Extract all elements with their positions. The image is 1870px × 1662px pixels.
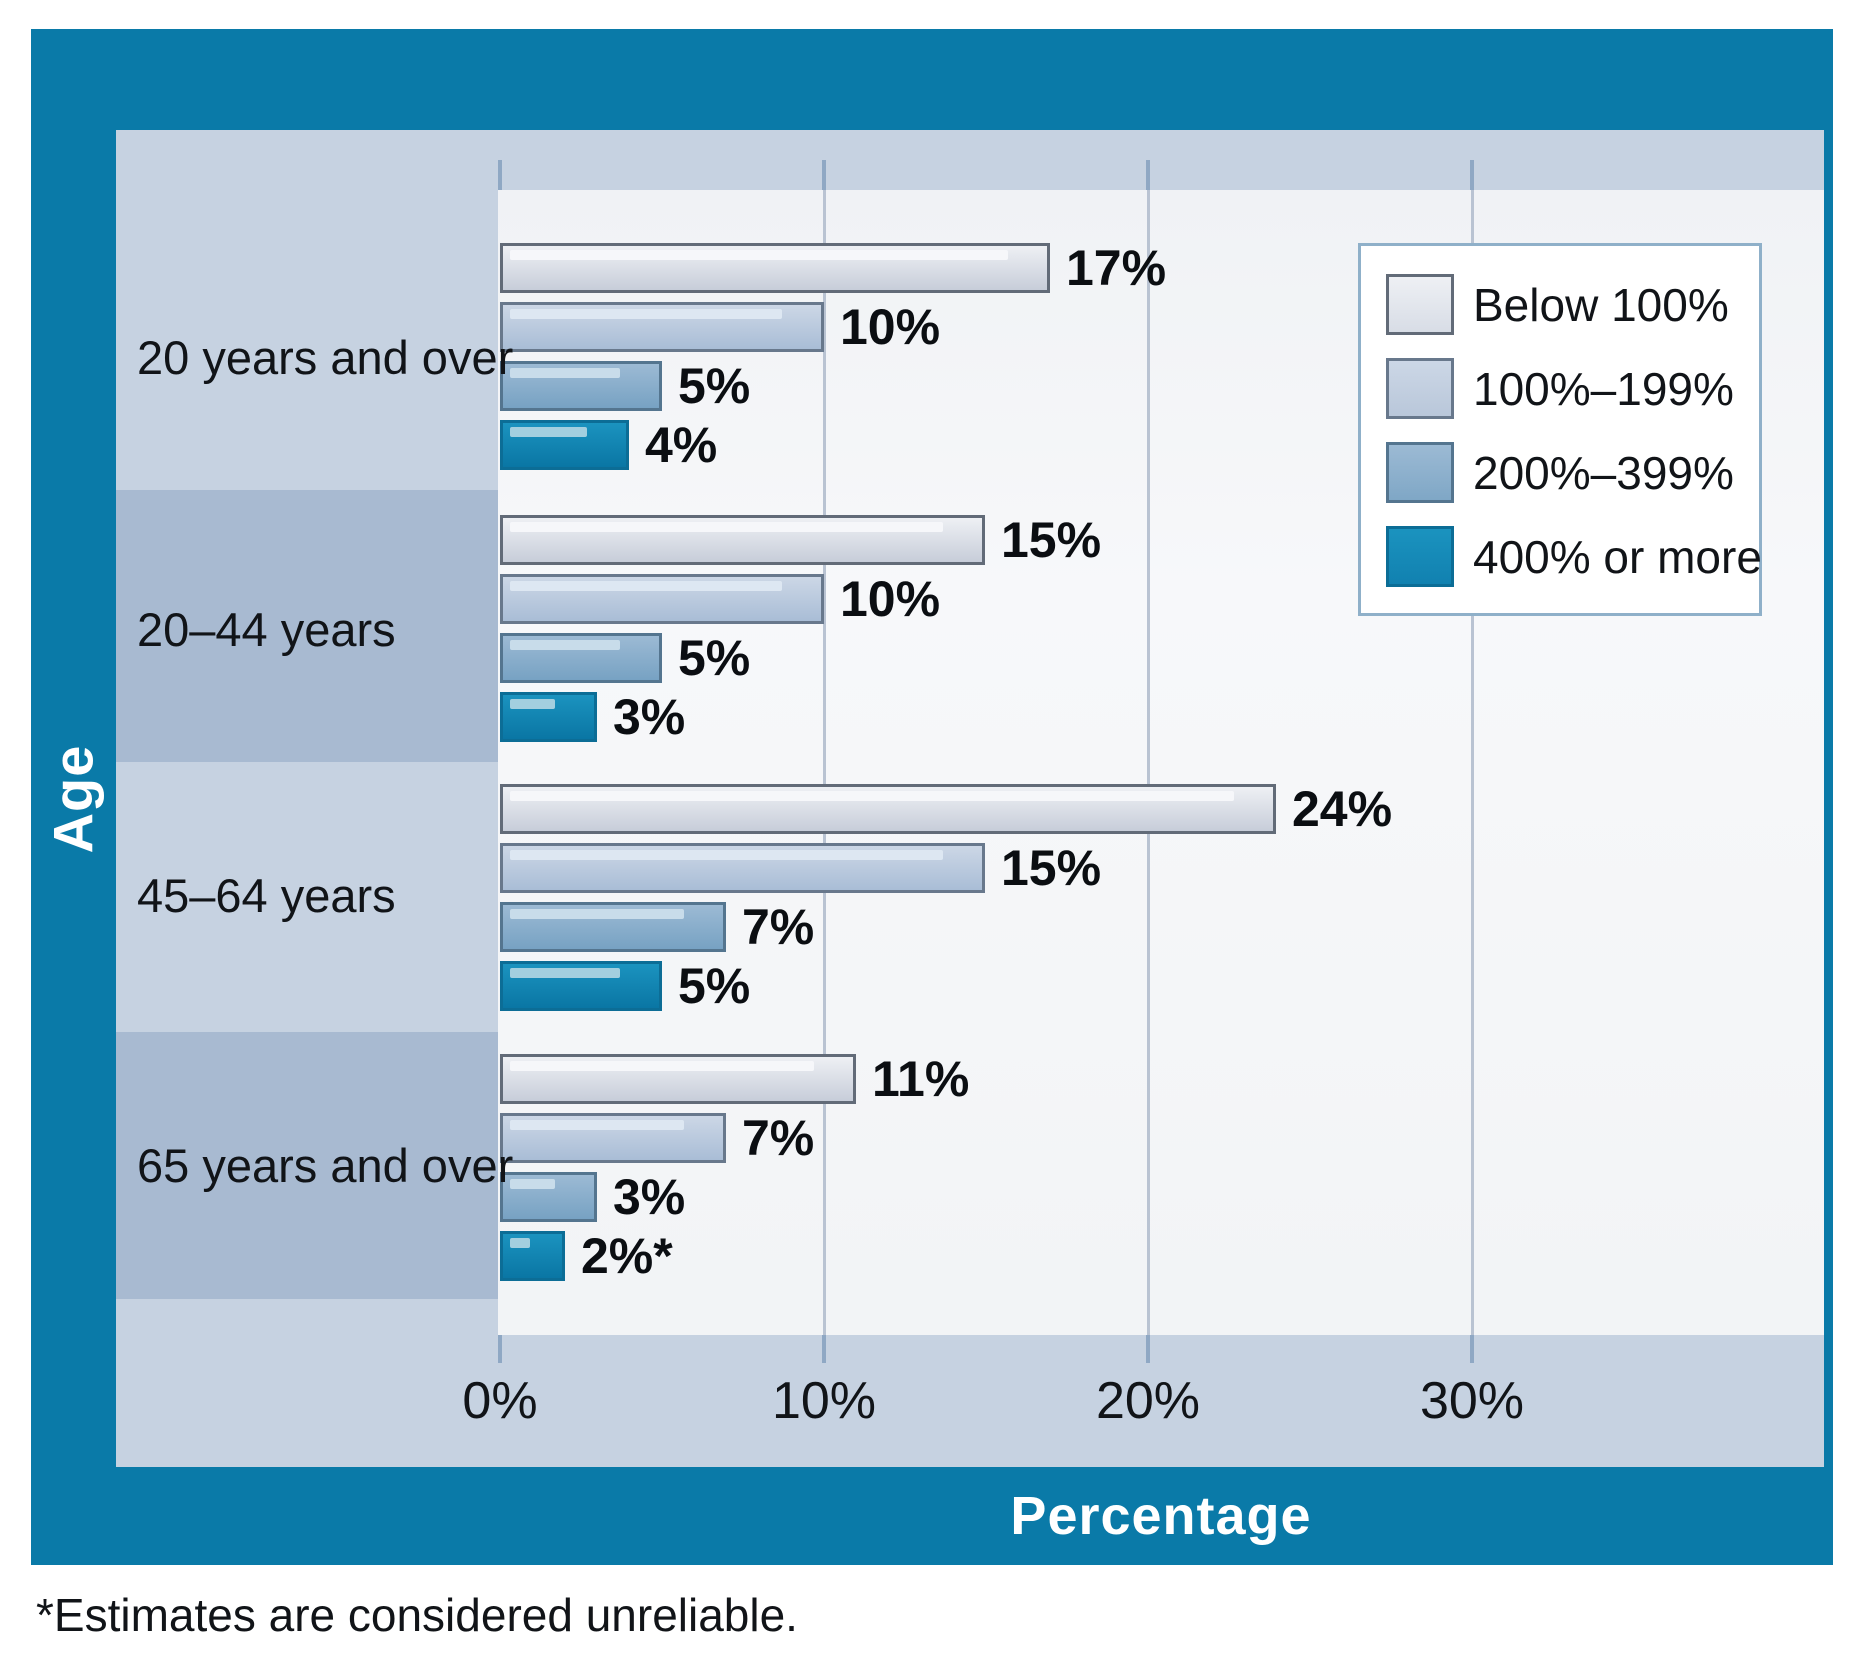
x-axis-tick bbox=[1470, 160, 1474, 190]
x-axis-tick bbox=[498, 160, 502, 190]
legend-swatch bbox=[1386, 526, 1454, 587]
bar bbox=[500, 902, 726, 952]
bar bbox=[500, 961, 662, 1011]
bar-highlight bbox=[510, 699, 555, 709]
x-axis-tick-label: 30% bbox=[1419, 1372, 1525, 1430]
bar bbox=[500, 1231, 565, 1281]
x-axis-tick bbox=[1146, 1335, 1150, 1363]
bar-value-label: 5% bbox=[678, 958, 751, 1014]
legend-item: 200%–399% bbox=[1361, 442, 1759, 504]
bar-highlight bbox=[510, 1120, 684, 1130]
bar bbox=[500, 1172, 597, 1222]
x-axis-tick-label: 0% bbox=[462, 1372, 538, 1430]
bar-highlight bbox=[510, 522, 943, 532]
legend-label: 200%–399% bbox=[1473, 447, 1734, 499]
x-axis-tick bbox=[822, 160, 826, 190]
x-axis-title: Percentage bbox=[1010, 1486, 1312, 1546]
bar bbox=[500, 1113, 726, 1163]
bar-value-label: 7% bbox=[742, 899, 815, 955]
bar bbox=[500, 784, 1276, 834]
bar-value-label: 5% bbox=[678, 630, 751, 686]
bar-highlight bbox=[510, 581, 782, 591]
gridline bbox=[1471, 190, 1474, 1335]
bar-highlight bbox=[510, 1179, 555, 1189]
x-axis-title-strip: Percentage bbox=[498, 1467, 1824, 1565]
legend-swatch bbox=[1386, 358, 1454, 419]
bar-highlight bbox=[510, 850, 943, 860]
legend-item: 100%–199% bbox=[1361, 358, 1759, 420]
bar-highlight bbox=[510, 1238, 530, 1248]
category-label: 45–64 years bbox=[137, 869, 396, 922]
category-label: 65 years and over bbox=[137, 1139, 514, 1192]
bar bbox=[500, 361, 662, 411]
category-band-dark bbox=[116, 1032, 498, 1299]
category-label: 20–44 years bbox=[137, 603, 396, 656]
bar-value-label: 24% bbox=[1292, 781, 1393, 837]
chart-inner-panel: 17% 10% 5% 4% 15% 10% 5% 3% 24% 15% 7% 5% 11% 7% 3% 2%*… bbox=[116, 130, 1824, 1467]
legend-label: 100%–199% bbox=[1473, 363, 1734, 415]
bar bbox=[500, 574, 824, 624]
bar-value-label: 17% bbox=[1066, 240, 1167, 296]
bar-value-label: 2%* bbox=[581, 1228, 673, 1284]
bar bbox=[500, 633, 662, 683]
bar-highlight bbox=[510, 640, 620, 650]
bar-highlight bbox=[510, 968, 620, 978]
gridline bbox=[823, 190, 826, 1335]
legend-item: 400% or more bbox=[1361, 526, 1762, 588]
legend-label: Below 100% bbox=[1473, 279, 1729, 331]
chart-frame: 17% 10% 5% 4% 15% 10% 5% 3% 24% 15% 7% 5% 11% 7% 3% 2%*… bbox=[31, 29, 1833, 1565]
bar-highlight bbox=[510, 309, 782, 319]
x-axis-tick bbox=[1470, 1335, 1474, 1363]
gridline bbox=[1147, 190, 1150, 1335]
legend-item: Below 100% bbox=[1361, 274, 1759, 336]
x-axis-tick bbox=[822, 1335, 826, 1363]
category-label: 20 years and over bbox=[137, 331, 514, 384]
bar bbox=[500, 843, 985, 893]
x-axis-tick bbox=[1146, 160, 1150, 190]
bar-highlight bbox=[510, 368, 620, 378]
bar-value-label: 7% bbox=[742, 1110, 815, 1166]
bar-value-label: 11% bbox=[872, 1051, 970, 1107]
category-band-dark bbox=[116, 490, 498, 762]
y-axis-title: Age bbox=[41, 744, 105, 854]
x-axis-tick-label: 20% bbox=[1095, 1372, 1201, 1430]
bar-value-label: 5% bbox=[678, 358, 751, 414]
bar bbox=[500, 692, 597, 742]
footnote: *Estimates are considered unreliable. bbox=[36, 1589, 798, 1641]
bar bbox=[500, 515, 985, 565]
bar-highlight bbox=[510, 427, 587, 437]
legend-swatch bbox=[1386, 274, 1454, 335]
legend: Below 100% 100%–199% 200%–399% 400% or more bbox=[1358, 243, 1762, 616]
bar-highlight bbox=[510, 250, 1008, 260]
bar-value-label: 4% bbox=[645, 417, 718, 473]
legend-swatch bbox=[1386, 442, 1454, 503]
bar-highlight bbox=[510, 1061, 814, 1071]
x-axis-tick bbox=[498, 1335, 502, 1363]
bar bbox=[500, 302, 824, 352]
bar-value-label: 15% bbox=[1001, 840, 1102, 896]
bar-value-label: 3% bbox=[613, 689, 686, 745]
x-axis-tick-label: 10% bbox=[771, 1372, 877, 1430]
legend-label: 400% or more bbox=[1473, 531, 1762, 583]
bar bbox=[500, 243, 1050, 293]
bar-highlight bbox=[510, 909, 684, 919]
bar bbox=[500, 420, 629, 470]
bar-value-label: 3% bbox=[613, 1169, 686, 1225]
bar-value-label: 15% bbox=[1001, 512, 1102, 568]
bar bbox=[500, 1054, 856, 1104]
bar-value-label: 10% bbox=[840, 571, 941, 627]
bar-value-label: 10% bbox=[840, 299, 941, 355]
bar-highlight bbox=[510, 791, 1234, 801]
